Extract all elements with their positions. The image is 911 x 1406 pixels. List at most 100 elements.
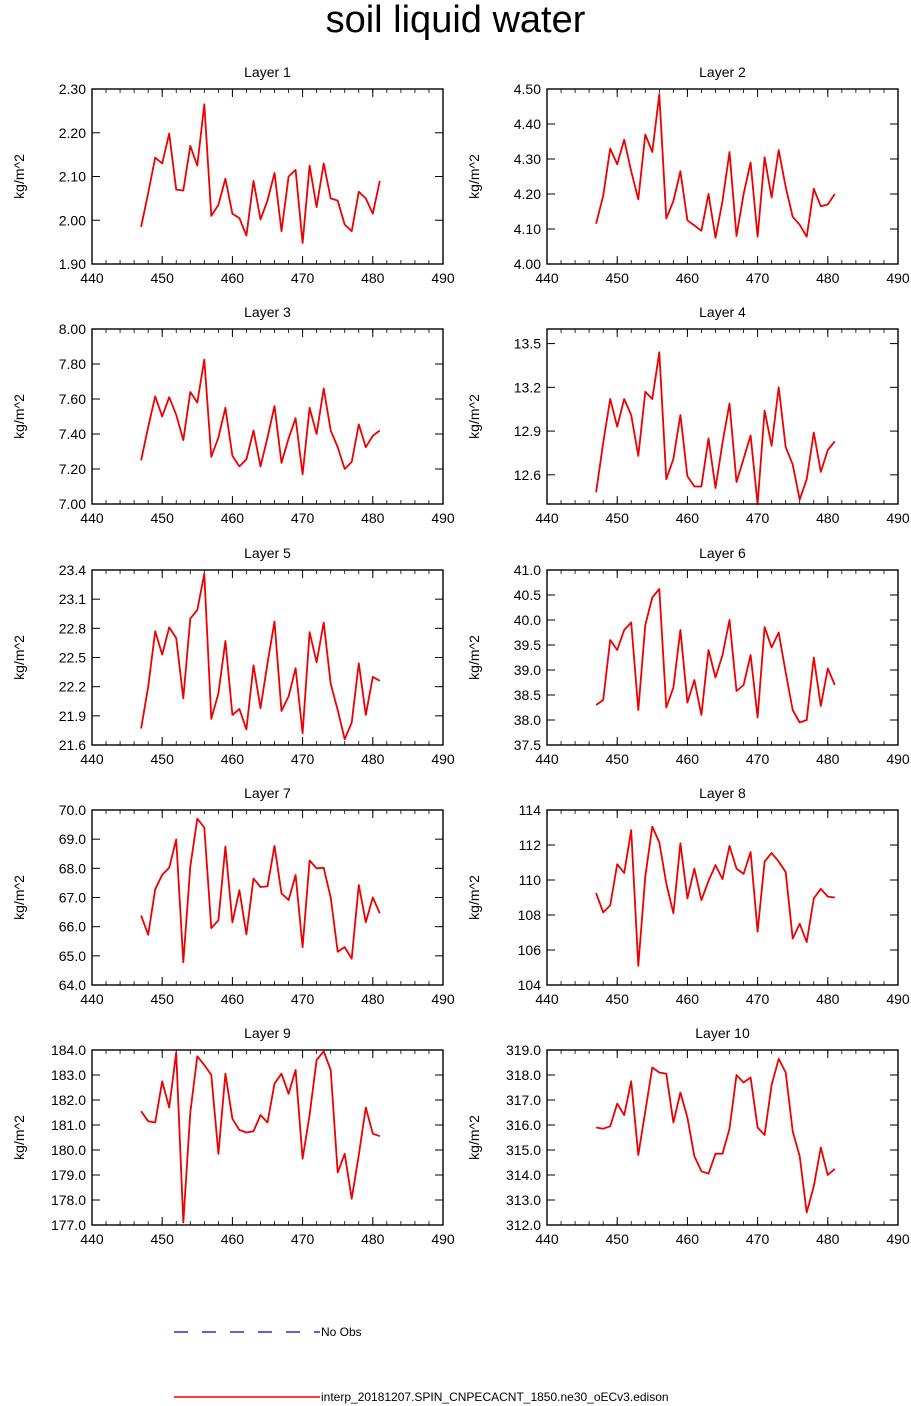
- plot-frame: [91, 88, 444, 265]
- y-tick-label: 7.00: [59, 496, 86, 512]
- x-tick-label: 490: [886, 991, 910, 1007]
- y-tick-label: 22.5: [59, 650, 86, 666]
- y-tick-label: 69.0: [59, 831, 86, 847]
- x-tick-label: 460: [676, 1231, 700, 1247]
- x-tick-label: 440: [80, 1231, 104, 1247]
- y-tick-label: 22.8: [59, 620, 86, 636]
- chart-panel-3: Layer 3 kg/m^2 440 450 460 470 480 490 7.00 7.20 7…: [11, 304, 455, 526]
- y-tick-label: 4.50: [514, 81, 541, 97]
- x-tick-label: 440: [535, 991, 559, 1007]
- y-tick-label: 40.0: [514, 612, 541, 628]
- x-tick-label: 460: [676, 510, 700, 526]
- x-tick-label: 450: [606, 1231, 630, 1247]
- plot-frame: [91, 569, 444, 746]
- x-tick-label: 440: [80, 991, 104, 1007]
- x-tick-label: 440: [80, 270, 104, 286]
- x-tick-label: 470: [291, 1231, 315, 1247]
- x-tick-label: 450: [151, 270, 175, 286]
- x-tick-label: 490: [431, 1231, 455, 1247]
- y-axis-label: kg/m^2: [466, 394, 482, 439]
- panel-title: Layer 9: [244, 1025, 291, 1041]
- y-tick-label: 184.0: [51, 1042, 86, 1058]
- x-tick-label: 440: [535, 751, 559, 767]
- y-tick-label: 13.5: [514, 336, 541, 352]
- y-tick-label: 315.0: [506, 1142, 541, 1158]
- y-tick-label: 39.5: [514, 637, 541, 653]
- series-line-model: [140, 573, 381, 741]
- y-tick-label: 2.00: [59, 212, 86, 228]
- y-axis-label: kg/m^2: [466, 1115, 482, 1160]
- y-tick-label: 41.0: [514, 562, 541, 578]
- x-tick-label: 490: [431, 270, 455, 286]
- y-tick-label: 181.0: [51, 1117, 86, 1133]
- x-tick-label: 450: [151, 510, 175, 526]
- plot-frame: [91, 1049, 444, 1226]
- y-tick-label: 108: [518, 907, 542, 923]
- series-line-model: [140, 358, 381, 476]
- y-tick-label: 2.20: [59, 125, 86, 141]
- panel-title: Layer 10: [695, 1025, 750, 1041]
- y-tick-label: 2.10: [59, 169, 86, 185]
- chart-panel-2: Layer 2 kg/m^2 440 450 460 470 480 490 4.00 4.10 4…: [466, 64, 910, 286]
- panel-title: Layer 6: [699, 545, 746, 561]
- x-tick-label: 460: [676, 751, 700, 767]
- x-tick-label: 480: [816, 991, 840, 1007]
- chart-panel-4: Layer 4 kg/m^2 440 450 460 470 480 490 12.6 12.9 1…: [466, 304, 910, 526]
- x-tick-label: 440: [535, 510, 559, 526]
- x-tick-label: 470: [746, 1231, 770, 1247]
- x-tick-label: 490: [431, 510, 455, 526]
- y-tick-label: 13.2: [514, 379, 541, 395]
- x-tick-label: 450: [606, 751, 630, 767]
- y-tick-label: 22.2: [59, 679, 86, 695]
- y-tick-label: 2.30: [59, 81, 86, 97]
- y-tick-label: 313.0: [506, 1192, 541, 1208]
- plot-frame: [546, 1049, 899, 1226]
- panel-title: Layer 3: [244, 304, 291, 320]
- y-tick-label: 4.40: [514, 116, 541, 132]
- y-tick-label: 180.0: [51, 1142, 86, 1158]
- x-tick-label: 470: [291, 751, 315, 767]
- y-axis-label: kg/m^2: [466, 154, 482, 199]
- y-tick-label: 37.5: [514, 737, 541, 753]
- x-tick-label: 490: [886, 510, 910, 526]
- chart-panel-10: Layer 10 kg/m^2 440 450 460 470 480 490 312.0 313…: [466, 1025, 910, 1247]
- x-tick-label: 490: [431, 751, 455, 767]
- x-tick-label: 460: [221, 270, 245, 286]
- x-tick-label: 490: [886, 270, 910, 286]
- x-tick-label: 480: [361, 270, 385, 286]
- x-tick-label: 470: [746, 751, 770, 767]
- panel-title: Layer 4: [699, 304, 746, 320]
- y-tick-label: 4.00: [514, 256, 541, 272]
- y-tick-label: 317.0: [506, 1092, 541, 1108]
- y-tick-label: 7.80: [59, 356, 86, 372]
- x-tick-label: 450: [606, 270, 630, 286]
- x-tick-label: 480: [816, 751, 840, 767]
- series-line-model: [595, 825, 835, 967]
- x-tick-label: 470: [746, 510, 770, 526]
- y-tick-label: 178.0: [51, 1192, 86, 1208]
- y-axis-label: kg/m^2: [466, 635, 482, 680]
- chart-panel-5: Layer 5 kg/m^2 440 450 460 470 480 490 21.6 21.9 2…: [11, 545, 455, 767]
- x-tick-label: 470: [291, 270, 315, 286]
- x-tick-label: 480: [361, 751, 385, 767]
- y-tick-label: 7.40: [59, 426, 86, 442]
- y-tick-label: 70.0: [59, 802, 86, 818]
- x-tick-label: 470: [746, 991, 770, 1007]
- y-tick-label: 183.0: [51, 1067, 86, 1083]
- x-tick-label: 450: [151, 1231, 175, 1247]
- y-tick-label: 319.0: [506, 1042, 541, 1058]
- x-tick-label: 480: [361, 510, 385, 526]
- y-tick-label: 179.0: [51, 1167, 86, 1183]
- x-tick-label: 450: [151, 991, 175, 1007]
- y-tick-label: 316.0: [506, 1117, 541, 1133]
- page-title: soil liquid water: [325, 0, 586, 41]
- series-line-model: [140, 103, 381, 244]
- series-line-model: [140, 817, 381, 964]
- x-tick-label: 440: [80, 510, 104, 526]
- panel-title: Layer 2: [699, 64, 746, 80]
- series-line-model: [595, 93, 836, 239]
- y-tick-label: 12.9: [514, 423, 541, 439]
- x-tick-label: 460: [221, 1231, 245, 1247]
- x-tick-label: 450: [606, 510, 630, 526]
